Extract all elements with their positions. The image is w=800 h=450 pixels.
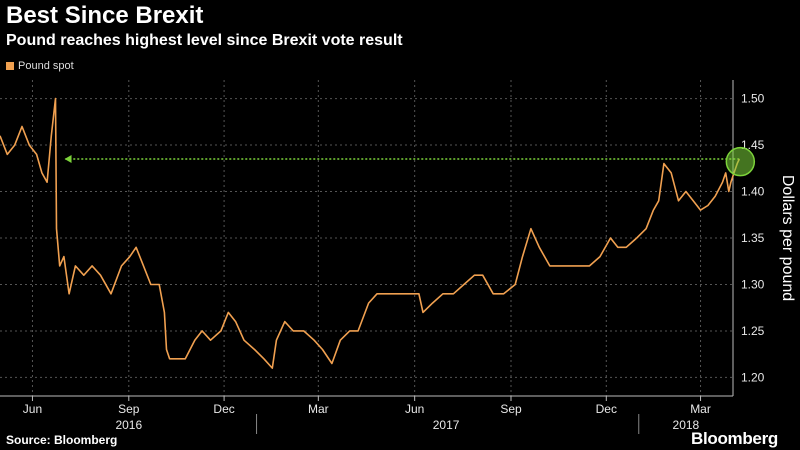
y-tick-label: 1.40 <box>741 185 765 199</box>
annotation-highlight-circle <box>725 146 756 177</box>
y-tick-label: 1.25 <box>741 324 765 338</box>
y-tick-label: 1.35 <box>741 231 765 245</box>
x-tick-label: Dec <box>213 402 234 416</box>
y-tick-label: 1.20 <box>741 370 765 384</box>
source-note: Source: Bloomberg <box>6 433 118 447</box>
x-tick-label: Mar <box>308 402 329 416</box>
legend: Pound spot <box>6 60 74 72</box>
x-tick-label: Sep <box>118 402 140 416</box>
x-tick-label: Sep <box>500 402 522 416</box>
y-axis-title: Dollars per pound <box>779 175 796 301</box>
legend-label: Pound spot <box>18 60 74 72</box>
y-tick-label: 1.50 <box>741 92 765 106</box>
x-tick-label: Dec <box>596 402 617 416</box>
x-tick-label: Jun <box>23 402 42 416</box>
x-tick-label: Jun <box>405 402 424 416</box>
series-line-pound-spot <box>0 97 741 369</box>
y-tick-label: 1.30 <box>741 277 765 291</box>
annotation-arrowhead <box>64 155 72 163</box>
year-label: 2017 <box>433 418 460 432</box>
chart-subtitle: Pound reaches highest level since Brexit… <box>6 32 403 49</box>
brand-logo: Bloomberg <box>690 429 778 448</box>
year-label: 2018 <box>673 418 700 432</box>
chart-title: Best Since Brexit <box>6 2 204 29</box>
legend-swatch <box>6 62 14 70</box>
year-label: 2016 <box>115 418 142 432</box>
x-tick-label: Mar <box>690 402 711 416</box>
